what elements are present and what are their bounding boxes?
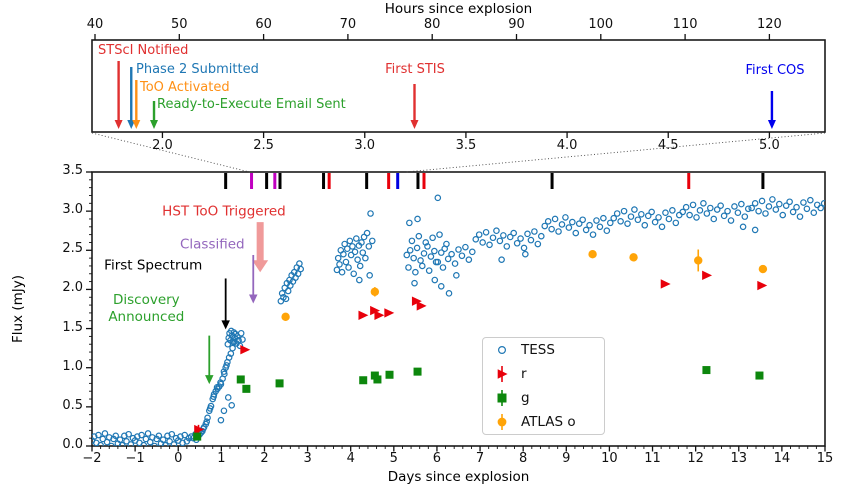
- event-label-phase2-submitted: Phase 2 Submitted: [136, 62, 259, 77]
- legend-marker-svg: [497, 366, 508, 382]
- x-tick-label: −2: [82, 451, 102, 466]
- inset-days-tick-label: 5.0: [759, 138, 780, 153]
- series-r: [194, 270, 768, 435]
- legend-label: r: [521, 366, 527, 382]
- legend-marker-svg: [497, 414, 507, 430]
- y-tick-label: 3.0: [62, 202, 83, 218]
- data-series: [92, 194, 825, 446]
- x-tick-label: 1: [217, 451, 226, 466]
- atlas-o-marker-icon: [483, 410, 521, 434]
- hours-tick-label: 60: [255, 17, 272, 32]
- x-tick-label: 11: [644, 451, 661, 466]
- legend-item-atlas-o: ATLAS o: [483, 410, 604, 434]
- legend-item-g: g: [483, 386, 604, 410]
- inset-days-tick-label: 3.5: [455, 138, 477, 153]
- hours-tick-label: 40: [86, 17, 104, 32]
- x-axis-label: Days since explosion: [387, 469, 530, 485]
- annotation-first-spectrum: First Spectrum: [104, 257, 203, 274]
- hours-tick-label: 70: [339, 17, 357, 32]
- annotation-discovery-announced: Discovery Announced: [108, 292, 185, 325]
- x-tick-label: 12: [687, 451, 704, 466]
- series-g: [193, 366, 764, 441]
- legend-item-r: r: [483, 362, 604, 386]
- x-tick-label: 13: [730, 451, 748, 466]
- x-tick-label: 5: [389, 451, 398, 466]
- y-tick-label: 3.5: [62, 163, 83, 178]
- event-label-too-activated: ToO Activated: [140, 80, 230, 95]
- annotation-hst-too-triggered: HST ToO Triggered: [162, 203, 286, 220]
- hours-tick-label: 100: [588, 17, 614, 32]
- event-label-ready-to-execute: Ready-to-Execute Email Sent: [157, 97, 346, 112]
- event-label-stsci-notified: STScI Notified: [98, 43, 189, 58]
- event-label-first-stis: First STIS: [385, 62, 445, 77]
- legend-label: TESS: [521, 342, 555, 358]
- event-label-first-cos: First COS: [745, 63, 805, 78]
- legend: TESS r g ATLAS o: [482, 337, 605, 435]
- x-tick-label: 14: [773, 451, 791, 466]
- x-tick-label: 8: [519, 451, 528, 466]
- inset-days-tick-label: 4.0: [556, 138, 578, 153]
- y-tick-label: 0.0: [62, 437, 83, 452]
- x-tick-label: 7: [475, 451, 485, 466]
- inset-days-tick-label: 4.5: [657, 138, 679, 153]
- inset-days-tick-label: 2.0: [152, 138, 173, 153]
- y-tick-label: 1.5: [62, 319, 83, 335]
- x-tick-label: 0: [174, 451, 183, 466]
- y-tick-label: 1.0: [62, 358, 83, 374]
- x-tick-label: 3: [303, 451, 312, 466]
- inset-days-tick-label: 2.5: [253, 138, 274, 153]
- legend-marker-svg: [497, 390, 507, 406]
- legend-item-tess: TESS: [483, 338, 604, 362]
- x-tick-label: 2: [260, 451, 269, 466]
- r-band-marker-icon: [483, 362, 521, 386]
- legend-marker-svg: [497, 345, 507, 355]
- tess-marker-icon: [483, 338, 521, 362]
- inset-axis-title: Hours since explosion: [384, 1, 533, 17]
- x-tick-label: 10: [601, 451, 618, 466]
- y-tick-label: 0.5: [62, 397, 83, 413]
- x-tick-label: 4: [346, 451, 355, 466]
- series-atlas-o: [281, 249, 768, 322]
- hours-tick-label: 110: [672, 17, 698, 32]
- legend-label: g: [521, 390, 530, 406]
- hours-tick-label: 90: [508, 17, 525, 32]
- legend-label: ATLAS o: [521, 414, 576, 430]
- y-tick-label: 2.0: [62, 280, 83, 296]
- epoch-tick-marks: [224, 173, 765, 189]
- x-tick-label: 15: [816, 451, 834, 466]
- x-tick-label: −1: [125, 451, 145, 466]
- y-tick-label: 2.5: [62, 241, 83, 257]
- hours-tick-label: 80: [423, 17, 441, 32]
- g-band-marker-icon: [483, 386, 521, 410]
- series-tess: [92, 194, 825, 446]
- hours-tick-label: 120: [756, 17, 782, 32]
- x-tick-label: 6: [432, 451, 442, 466]
- hours-tick-label: 50: [171, 17, 188, 32]
- annotation-classified: Classified: [179, 236, 245, 253]
- y-axis-label: Flux (mJy): [10, 274, 26, 344]
- inset-days-tick-label: 3.0: [354, 138, 376, 153]
- x-tick-label: 9: [562, 451, 571, 466]
